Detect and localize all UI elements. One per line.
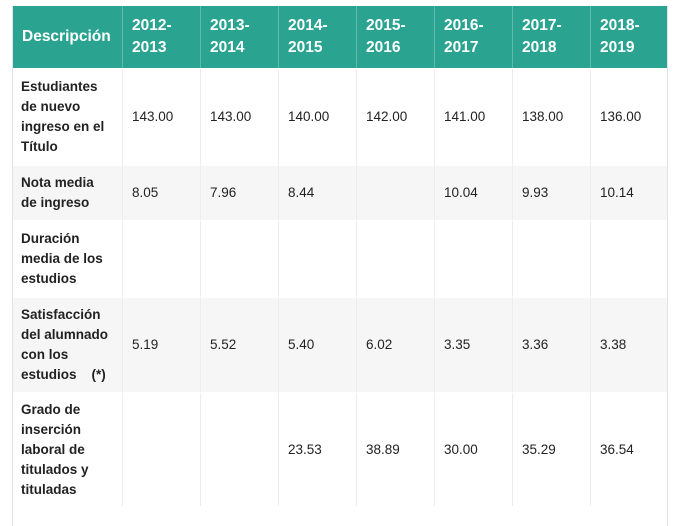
table-cell [512, 220, 590, 296]
table-header-row: Descripción 2012- 2013 2013- 2014 2014- 201… [13, 6, 667, 68]
row-label-line: Nota media [21, 175, 94, 190]
table-cell: 6.02 [356, 296, 434, 392]
row-label-line: estudios [21, 271, 77, 286]
table-cell [122, 220, 200, 296]
header-year-line: 2018 [522, 39, 557, 56]
header-year-line: 2012- [132, 17, 172, 34]
table-cell: 141.00 [434, 68, 512, 164]
row-label-line: estudios (*) [21, 367, 106, 382]
table-cell: 30.00 [434, 392, 512, 506]
header-year-line: 2015 [288, 39, 323, 56]
header-year-line: 2017 [444, 39, 479, 56]
table-cell [356, 164, 434, 220]
header-year-2015-2016: 2015- 2016 [356, 6, 434, 68]
table-row-satisfaccion-alumnado: Satisfacción del alumnado con los estudios … [13, 296, 667, 392]
table-frame: Descripción 2012- 2013 2013- 2014 2014- 201… [12, 6, 668, 526]
table-cell: 140.00 [278, 68, 356, 164]
row-label: Duración media de los estudios [13, 220, 122, 296]
header-descripcion: Descripción [13, 6, 122, 68]
statistics-table: Descripción 2012- 2013 2013- 2014 2014- 201… [13, 6, 667, 506]
table-cell [590, 220, 667, 296]
table-cell: 5.52 [200, 296, 278, 392]
header-year-line: 2016- [444, 17, 484, 34]
row-label: Nota media de ingreso [13, 164, 122, 220]
header-year-line: 2013 [132, 39, 167, 56]
table-cell: 8.44 [278, 164, 356, 220]
table-cell: 10.04 [434, 164, 512, 220]
header-year-2017-2018: 2017- 2018 [512, 6, 590, 68]
table-cell: 23.53 [278, 392, 356, 506]
row-label-line: de nuevo [21, 99, 81, 114]
table-cell: 3.38 [590, 296, 667, 392]
row-label-line: media de los [21, 251, 103, 266]
row-label-line: con los [21, 347, 69, 362]
table-cell: 35.29 [512, 392, 590, 506]
header-year-line: 2013- [210, 17, 250, 34]
table-cell: 143.00 [200, 68, 278, 164]
header-year-line: 2015- [366, 17, 406, 34]
row-label-line: tituladas [21, 482, 77, 497]
table-cell: 38.89 [356, 392, 434, 506]
table-row-nota-media-ingreso: Nota media de ingreso 8.05 7.96 8.44 10.0… [13, 164, 667, 220]
row-label-line: del alumnado [21, 327, 109, 342]
row-label-line: de ingreso [21, 195, 90, 210]
row-label-line: inserción [21, 422, 82, 437]
row-label-line: Satisfacción [21, 307, 101, 322]
table-cell: 136.00 [590, 68, 667, 164]
row-label-line: Grado de [21, 402, 81, 417]
header-year-line: 2014 [210, 39, 245, 56]
table-cell: 8.05 [122, 164, 200, 220]
table-cell: 5.19 [122, 296, 200, 392]
table-cell: 9.93 [512, 164, 590, 220]
table-cell: 142.00 [356, 68, 434, 164]
table-cell [434, 220, 512, 296]
row-label: Satisfacción del alumnado con los estudios … [13, 296, 122, 392]
row-label-line: Título [21, 139, 58, 154]
header-year-line: 2018- [600, 17, 640, 34]
table-cell: 10.14 [590, 164, 667, 220]
table-row-grado-insercion-laboral: Grado de inserción laboral de titulados y ti… [13, 392, 667, 506]
header-year-2013-2014: 2013- 2014 [200, 6, 278, 68]
table-cell: 138.00 [512, 68, 590, 164]
row-label-line: Duración [21, 231, 80, 246]
row-label-line: titulados y [21, 462, 89, 477]
table-cell [200, 392, 278, 506]
header-year-line: 2017- [522, 17, 562, 34]
table-cell [356, 220, 434, 296]
table-cell [278, 220, 356, 296]
table-row-estudiantes-nuevo-ingreso: Estudiantes de nuevo ingreso en el Título 1… [13, 68, 667, 164]
table-cell [200, 220, 278, 296]
header-year-line: 2014- [288, 17, 328, 34]
row-label-line: laboral de [21, 442, 85, 457]
header-year-2014-2015: 2014- 2015 [278, 6, 356, 68]
header-year-2012-2013: 2012- 2013 [122, 6, 200, 68]
header-year-2016-2017: 2016- 2017 [434, 6, 512, 68]
table-cell: 5.40 [278, 296, 356, 392]
table-cell: 3.35 [434, 296, 512, 392]
row-label-line: Estudiantes [21, 79, 98, 94]
row-label: Grado de inserción laboral de titulados y ti… [13, 392, 122, 506]
header-year-2018-2019: 2018- 2019 [590, 6, 667, 68]
row-label-line: ingreso en el [21, 119, 105, 134]
table-row-duracion-media: Duración media de los estudios [13, 220, 667, 296]
row-label: Estudiantes de nuevo ingreso en el Título [13, 68, 122, 164]
table-cell: 7.96 [200, 164, 278, 220]
table-cell: 143.00 [122, 68, 200, 164]
table-cell: 36.54 [590, 392, 667, 506]
table-cell: 3.36 [512, 296, 590, 392]
header-year-line: 2016 [366, 39, 401, 56]
header-year-line: 2019 [600, 39, 635, 56]
table-cell [122, 392, 200, 506]
